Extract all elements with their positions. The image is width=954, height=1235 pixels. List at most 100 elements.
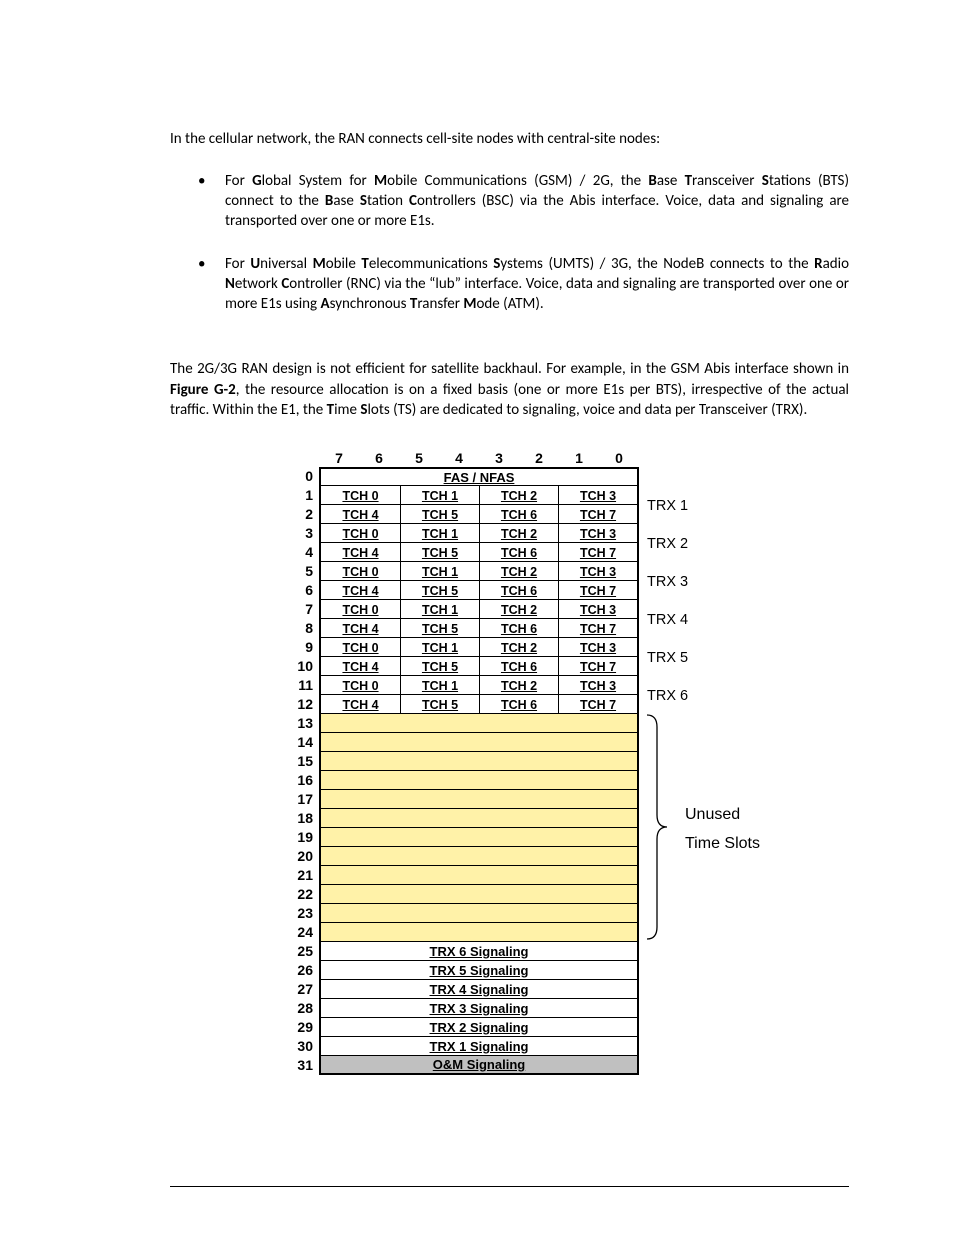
row-number: 21 bbox=[285, 866, 319, 885]
trx-side-label bbox=[639, 980, 775, 999]
unused-timeslots-label: UnusedTime Slots bbox=[685, 801, 760, 859]
row-number: 30 bbox=[285, 1037, 319, 1056]
row-number: 25 bbox=[285, 942, 319, 961]
tch-cell: TCH 1 bbox=[400, 486, 479, 505]
signaling-label: TRX 6 Signaling bbox=[430, 944, 529, 959]
trx-side-label bbox=[639, 733, 775, 752]
tch-cell: TCH 4 bbox=[321, 695, 400, 714]
row-number: 29 bbox=[285, 1018, 319, 1037]
row-number: 26 bbox=[285, 961, 319, 980]
trx-side-label bbox=[639, 467, 775, 486]
table-row: 24 bbox=[285, 923, 775, 942]
footer-rule bbox=[170, 1186, 849, 1187]
tch-cell: TCH 6 bbox=[479, 581, 558, 600]
bullet-list: For Global System for Mobile Communicati… bbox=[170, 171, 849, 315]
trx-side-label: TRX 3 bbox=[639, 581, 775, 600]
trx-label: TRX 1 bbox=[647, 498, 688, 514]
trx-side-label bbox=[639, 771, 775, 790]
signaling-label: TRX 3 Signaling bbox=[430, 1001, 529, 1016]
tch-cell: TCH 0 bbox=[321, 600, 400, 619]
tch-cell: TCH 7 bbox=[558, 581, 637, 600]
signaling-label: TRX 2 Signaling bbox=[430, 1020, 529, 1035]
tch-cell: TCH 2 bbox=[479, 638, 558, 657]
table-row: 7TCH 0TCH 1TCH 2TCH 3 bbox=[285, 600, 775, 619]
tch-cell: TCH 5 bbox=[400, 505, 479, 524]
timeslot-cell: FAS / NFAS bbox=[319, 467, 639, 486]
timeslot-cell: O&M Signaling bbox=[319, 1056, 639, 1075]
signaling-label: TRX 5 Signaling bbox=[430, 963, 529, 978]
timeslot-cell: TRX 1 Signaling bbox=[319, 1037, 639, 1056]
table-row: 1TCH 0TCH 1TCH 2TCH 3 bbox=[285, 486, 775, 505]
timeslot-cell bbox=[319, 904, 639, 923]
tch-cell: TCH 2 bbox=[479, 562, 558, 581]
trx-side-label bbox=[639, 904, 775, 923]
table-row: 15 bbox=[285, 752, 775, 771]
trx-label: TRX 4 bbox=[647, 612, 688, 628]
timeslot-cell: TCH 4TCH 5TCH 6TCH 7 bbox=[319, 619, 639, 638]
timeslot-cell bbox=[319, 771, 639, 790]
timeslot-cell bbox=[319, 885, 639, 904]
intro-paragraph: In the cellular network, the RAN connect… bbox=[170, 130, 849, 149]
tch-cell: TCH 4 bbox=[321, 619, 400, 638]
tch-cell: TCH 2 bbox=[479, 524, 558, 543]
document-page: In the cellular network, the RAN connect… bbox=[0, 0, 954, 1235]
timeslot-cell: TRX 3 Signaling bbox=[319, 999, 639, 1018]
timeslot-cell bbox=[319, 733, 639, 752]
tch-cell: TCH 5 bbox=[400, 543, 479, 562]
trx-side-label bbox=[639, 752, 775, 771]
row-number: 24 bbox=[285, 923, 319, 942]
row-number: 5 bbox=[285, 562, 319, 581]
tch-cell: TCH 5 bbox=[400, 619, 479, 638]
timeslot-cell: TCH 0TCH 1TCH 2TCH 3 bbox=[319, 524, 639, 543]
signaling-label: O&M Signaling bbox=[433, 1057, 525, 1072]
timeslot-cell bbox=[319, 828, 639, 847]
table-row: 31O&M Signaling bbox=[285, 1056, 775, 1075]
table-row: 4TCH 4TCH 5TCH 6TCH 7TRX 2 bbox=[285, 543, 775, 562]
row-number: 7 bbox=[285, 600, 319, 619]
tch-cell: TCH 0 bbox=[321, 524, 400, 543]
col-header: 7 bbox=[319, 450, 359, 466]
table-row: 3TCH 0TCH 1TCH 2TCH 3 bbox=[285, 524, 775, 543]
row-number: 2 bbox=[285, 505, 319, 524]
tch-cell: TCH 0 bbox=[321, 486, 400, 505]
col-header: 3 bbox=[479, 450, 519, 466]
fas-label: FAS / NFAS bbox=[444, 470, 515, 485]
tch-cell: TCH 5 bbox=[400, 695, 479, 714]
timeslot-cell bbox=[319, 714, 639, 733]
trx-side-label bbox=[639, 1037, 775, 1056]
table-row: 14 bbox=[285, 733, 775, 752]
trx-side-label: TRX 5 bbox=[639, 657, 775, 676]
tch-cell: TCH 7 bbox=[558, 543, 637, 562]
tch-cell: TCH 7 bbox=[558, 505, 637, 524]
trx-side-label bbox=[639, 885, 775, 904]
table-row: 8TCH 4TCH 5TCH 6TCH 7TRX 4 bbox=[285, 619, 775, 638]
trx-label: TRX 6 bbox=[647, 688, 688, 704]
row-number: 6 bbox=[285, 581, 319, 600]
timeslot-cell bbox=[319, 923, 639, 942]
trx-side-label bbox=[639, 1018, 775, 1037]
trx-side-label bbox=[639, 1056, 775, 1075]
table-row: 5TCH 0TCH 1TCH 2TCH 3 bbox=[285, 562, 775, 581]
tch-cell: TCH 3 bbox=[558, 600, 637, 619]
tch-cell: TCH 0 bbox=[321, 638, 400, 657]
timeslot-cell bbox=[319, 809, 639, 828]
table-row: 30TRX 1 Signaling bbox=[285, 1037, 775, 1056]
tch-cell: TCH 1 bbox=[400, 600, 479, 619]
timeslot-cell: TCH 4TCH 5TCH 6TCH 7 bbox=[319, 505, 639, 524]
tch-cell: TCH 3 bbox=[558, 562, 637, 581]
timeslot-cell: TCH 4TCH 5TCH 6TCH 7 bbox=[319, 695, 639, 714]
timeslot-cell: TRX 6 Signaling bbox=[319, 942, 639, 961]
tch-cell: TCH 5 bbox=[400, 581, 479, 600]
trx-side-label bbox=[639, 923, 775, 942]
trx-label: TRX 3 bbox=[647, 574, 688, 590]
tch-cell: TCH 2 bbox=[479, 600, 558, 619]
row-number: 16 bbox=[285, 771, 319, 790]
tch-cell: TCH 6 bbox=[479, 657, 558, 676]
row-number: 27 bbox=[285, 980, 319, 999]
table-row: 23 bbox=[285, 904, 775, 923]
trx-label: TRX 5 bbox=[647, 650, 688, 666]
tch-cell: TCH 7 bbox=[558, 619, 637, 638]
row-number: 20 bbox=[285, 847, 319, 866]
timeslot-cell bbox=[319, 752, 639, 771]
row-number: 12 bbox=[285, 695, 319, 714]
